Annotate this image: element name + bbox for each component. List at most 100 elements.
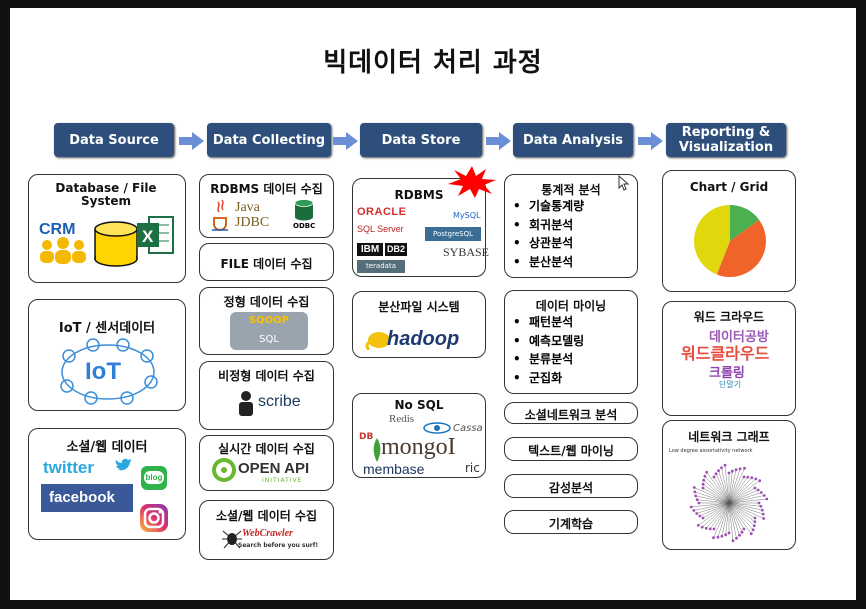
list-item: 패턴분석	[513, 313, 584, 332]
network-node	[714, 472, 718, 476]
list-item: 상관분석	[513, 234, 584, 253]
network-node	[696, 523, 700, 527]
network-edge	[703, 480, 730, 504]
network-box: 네트워크 그래프 Low degree assortativity networ…	[662, 420, 796, 550]
network-edge	[728, 502, 754, 530]
sentiment-box: 감성분석	[504, 474, 638, 498]
network-edge	[728, 502, 764, 519]
rdbms-store-box: RDBMS ORACLE MySQL SQL Server PostgreSQL…	[352, 178, 489, 277]
network-node	[701, 486, 705, 490]
network-node	[724, 533, 728, 537]
network-edge	[728, 480, 760, 504]
iot-logo: IoT	[85, 358, 121, 385]
ibm-logo: IBM	[357, 243, 383, 256]
sna-title: 소셜네트워크 분석	[524, 408, 618, 422]
openapi-icon	[212, 458, 236, 482]
network-edge	[728, 502, 756, 522]
network-node	[695, 512, 699, 515]
network-edge	[706, 472, 730, 504]
pie-chart	[694, 205, 766, 277]
network-node	[760, 508, 764, 512]
openapi-sub: INITIATIVE	[262, 477, 303, 484]
network-node	[723, 463, 727, 467]
network-edge	[728, 476, 745, 504]
network-node	[731, 539, 735, 543]
mongodb-logo: mongoI	[381, 434, 456, 460]
network-node	[762, 494, 766, 497]
blog-label: blog	[144, 471, 164, 484]
network-node	[695, 498, 699, 502]
hadoop-logo: hadoop	[387, 328, 460, 350]
network-edge	[706, 502, 730, 529]
realtime-collect-title: 실시간 데이터 수집	[218, 442, 315, 456]
network-node	[738, 533, 741, 537]
cloud-word: 워드클라우드	[681, 344, 770, 363]
social-collect-box: 소셜/웹 데이터 수집 WebCrawler Search before you…	[199, 500, 334, 560]
mining-box: 데이터 마이닝 패턴분석 예측모델링 분류분석 군집화	[504, 290, 638, 394]
network-node	[740, 530, 744, 534]
nosql-title: No SQL	[394, 398, 444, 412]
file-collect-box: FILE 데이터 수집	[199, 243, 334, 281]
network-node	[742, 475, 746, 479]
dfs-box: 분산파일 시스템 hadoop	[352, 291, 486, 358]
header-data-store: Data Store	[360, 123, 482, 157]
network-node	[759, 491, 763, 494]
network-edge	[728, 468, 741, 504]
wordcloud-title: 워드 크라우드	[693, 310, 765, 324]
network-node	[697, 501, 701, 505]
cassandra-eye-icon	[423, 422, 451, 434]
twitter-bird-icon	[115, 458, 133, 471]
chart-title: Chart / Grid	[689, 180, 769, 194]
network-node	[754, 477, 758, 481]
network-node	[694, 494, 698, 498]
network-edge	[702, 487, 730, 504]
network-edge	[728, 478, 756, 504]
postgresql-logo: PostgreSQL	[425, 227, 481, 241]
network-edge	[728, 502, 743, 533]
webcrawler-sub: Search before you surf!	[238, 542, 319, 549]
network-node	[720, 466, 723, 470]
mongodb-leaf-icon	[373, 438, 381, 462]
chart-box: Chart / Grid	[662, 170, 796, 292]
ml-box: 기계학습	[504, 510, 638, 534]
network-node	[730, 469, 734, 473]
unstructured-collect-box: 비정형 데이터 수집 scribe	[199, 361, 334, 430]
network-graph	[689, 463, 769, 543]
membase-logo: membase	[363, 461, 425, 477]
network-edge	[713, 502, 730, 538]
network-node	[705, 470, 709, 474]
network-edge	[725, 502, 730, 535]
network-edge	[728, 502, 737, 539]
network-node	[751, 528, 755, 532]
crm-label: CRM	[39, 221, 76, 238]
network-node	[708, 527, 712, 531]
pie-slice	[716, 219, 766, 277]
network-node	[712, 536, 715, 540]
network-node	[727, 531, 731, 535]
network-edge	[728, 502, 745, 530]
pie-slice	[694, 205, 730, 275]
network-edge	[691, 502, 730, 508]
network-node	[727, 471, 731, 475]
network-edge	[721, 467, 730, 504]
network-node	[712, 527, 716, 531]
blog-icon: blog	[141, 466, 167, 490]
list-item: 기술통계량	[513, 197, 584, 216]
network-node	[701, 482, 705, 486]
network-edge	[728, 492, 762, 504]
cassandra-logo: Cassa	[453, 423, 483, 434]
db-label: DB	[359, 432, 374, 442]
iot-diagram-icon	[60, 338, 158, 405]
svg-text:X: X	[142, 227, 154, 246]
riak-logo: ric	[465, 461, 480, 475]
sqlserver-logo: SQL Server	[357, 224, 404, 234]
network-node	[717, 469, 720, 473]
facebook-logo: facebook	[49, 489, 115, 506]
instagram-icon	[140, 504, 168, 532]
network-node	[720, 534, 724, 538]
wordcloud-box: 워드 크라우드 데이터공방 워드클라우드 크롤링 단말기	[662, 301, 796, 416]
network-node	[689, 505, 693, 509]
network-subtitle: Low degree assortativity network	[669, 448, 753, 454]
network-edge	[728, 502, 740, 536]
network-edge	[694, 487, 730, 504]
